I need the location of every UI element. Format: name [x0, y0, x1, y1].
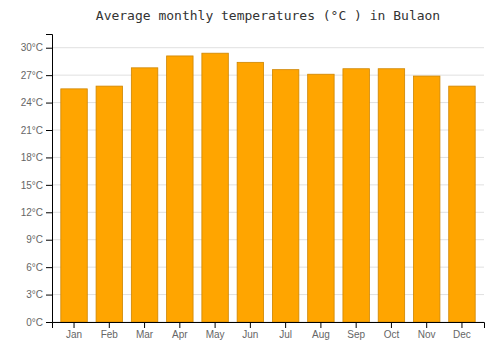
x-tick: Oct	[384, 322, 400, 340]
x-tick-label: Aug	[312, 329, 330, 340]
x-tick-label: Nov	[418, 329, 436, 340]
x-tick-mark	[320, 322, 321, 328]
x-tick: Sep	[347, 322, 365, 340]
bar	[308, 74, 334, 322]
y-axis-line	[46, 35, 53, 323]
y-axis: 0°C 3°C 6°C 9°C 12°C 15°C 18°C 21°C 24°C 27°C 30°C	[21, 35, 53, 328]
grid	[52, 48, 484, 322]
x-tick-mark	[285, 322, 286, 328]
y-tick: 6°C	[26, 262, 52, 273]
y-tick-label: 27°C	[21, 70, 43, 81]
x-tick-label: Feb	[101, 329, 119, 340]
y-tick: 18°C	[21, 152, 52, 163]
y-tick-label: 9°C	[26, 234, 43, 245]
x-tick-label: Jun	[242, 329, 258, 340]
x-tick: Mar	[136, 322, 154, 340]
y-tick-mark	[46, 185, 52, 186]
x-tick-mark	[74, 322, 75, 328]
y-tick-label: 12°C	[21, 207, 43, 218]
bar	[202, 53, 228, 322]
y-tick-mark	[46, 130, 52, 131]
y-tick: 15°C	[21, 180, 52, 191]
y-tick-mark	[46, 322, 52, 323]
y-tick-label: 3°C	[26, 289, 43, 300]
x-tick: Dec	[453, 322, 471, 340]
y-tick-mark	[46, 267, 52, 268]
y-tick: 21°C	[21, 125, 52, 136]
bar	[237, 62, 263, 322]
x-tick-mark	[215, 322, 216, 328]
x-tick-mark	[426, 322, 427, 328]
bars	[61, 53, 475, 322]
x-tick: Feb	[101, 322, 119, 340]
y-tick-label: 15°C	[21, 180, 43, 191]
x-tick: Nov	[418, 322, 436, 340]
y-tick: 3°C	[26, 289, 52, 300]
bar	[96, 86, 122, 322]
x-tick: Apr	[172, 322, 188, 340]
x-tick: Jun	[242, 322, 258, 340]
x-tick: Aug	[312, 322, 330, 340]
y-tick-label: 21°C	[21, 125, 43, 136]
grid-line	[52, 75, 484, 76]
x-axis: Jan Feb Mar Apr May Jun Jul Aug Sep Oct Nov Dec	[53, 322, 485, 340]
y-tick: 12°C	[21, 207, 52, 218]
bar	[449, 86, 475, 322]
y-tick-mark	[46, 295, 52, 296]
x-tick: May	[206, 322, 225, 340]
chart: Jan Feb Mar Apr May Jun Jul Aug Sep Oct Nov Dec 0°C 3…	[0, 0, 500, 350]
y-tick-label: 24°C	[21, 97, 43, 108]
bar	[167, 56, 193, 322]
x-tick: Jan	[66, 322, 82, 340]
y-tick: 30°C	[21, 42, 52, 53]
bar	[343, 69, 369, 322]
x-tick-label: Jul	[279, 329, 292, 340]
x-tick-label: Jan	[66, 329, 82, 340]
x-tick-label: Dec	[453, 329, 471, 340]
x-tick-label: Oct	[384, 329, 400, 340]
x-tick-label: Sep	[347, 329, 365, 340]
y-tick: 0°C	[26, 317, 52, 328]
bar	[131, 68, 157, 322]
x-tick-mark	[356, 322, 357, 328]
y-tick: 9°C	[26, 234, 52, 245]
bar	[61, 89, 87, 322]
y-tick-label: 30°C	[21, 42, 43, 53]
y-tick-label: 18°C	[21, 152, 43, 163]
y-tick-label: 6°C	[26, 262, 43, 273]
bar	[272, 70, 298, 322]
bar	[378, 69, 404, 322]
title: Average monthly temperatures (°C ) in Bu…	[96, 8, 440, 23]
grid-line	[52, 47, 484, 48]
x-tick: Jul	[279, 322, 292, 340]
x-tick-mark	[250, 322, 251, 328]
plot: Jan Feb Mar Apr May Jun Jul Aug Sep Oct Nov Dec 0°C 3…	[21, 35, 485, 341]
x-tick-mark	[391, 322, 392, 328]
y-tick-mark	[46, 157, 52, 158]
y-tick-mark	[46, 240, 52, 241]
y-tick-mark	[46, 212, 52, 213]
bar	[413, 76, 439, 322]
y-tick-mark	[46, 103, 52, 104]
y-tick: 27°C	[21, 70, 52, 81]
x-tick-mark	[179, 322, 180, 328]
x-tick-label: May	[206, 329, 225, 340]
x-tick-mark	[144, 322, 145, 328]
y-tick-label: 0°C	[26, 317, 43, 328]
y-tick-mark	[46, 48, 52, 49]
x-axis-line	[53, 323, 485, 329]
x-tick-mark	[109, 322, 110, 328]
y-tick: 24°C	[21, 97, 52, 108]
y-tick-mark	[46, 75, 52, 76]
x-tick-mark	[461, 322, 462, 328]
x-tick-label: Apr	[172, 329, 188, 340]
x-tick-label: Mar	[136, 329, 154, 340]
